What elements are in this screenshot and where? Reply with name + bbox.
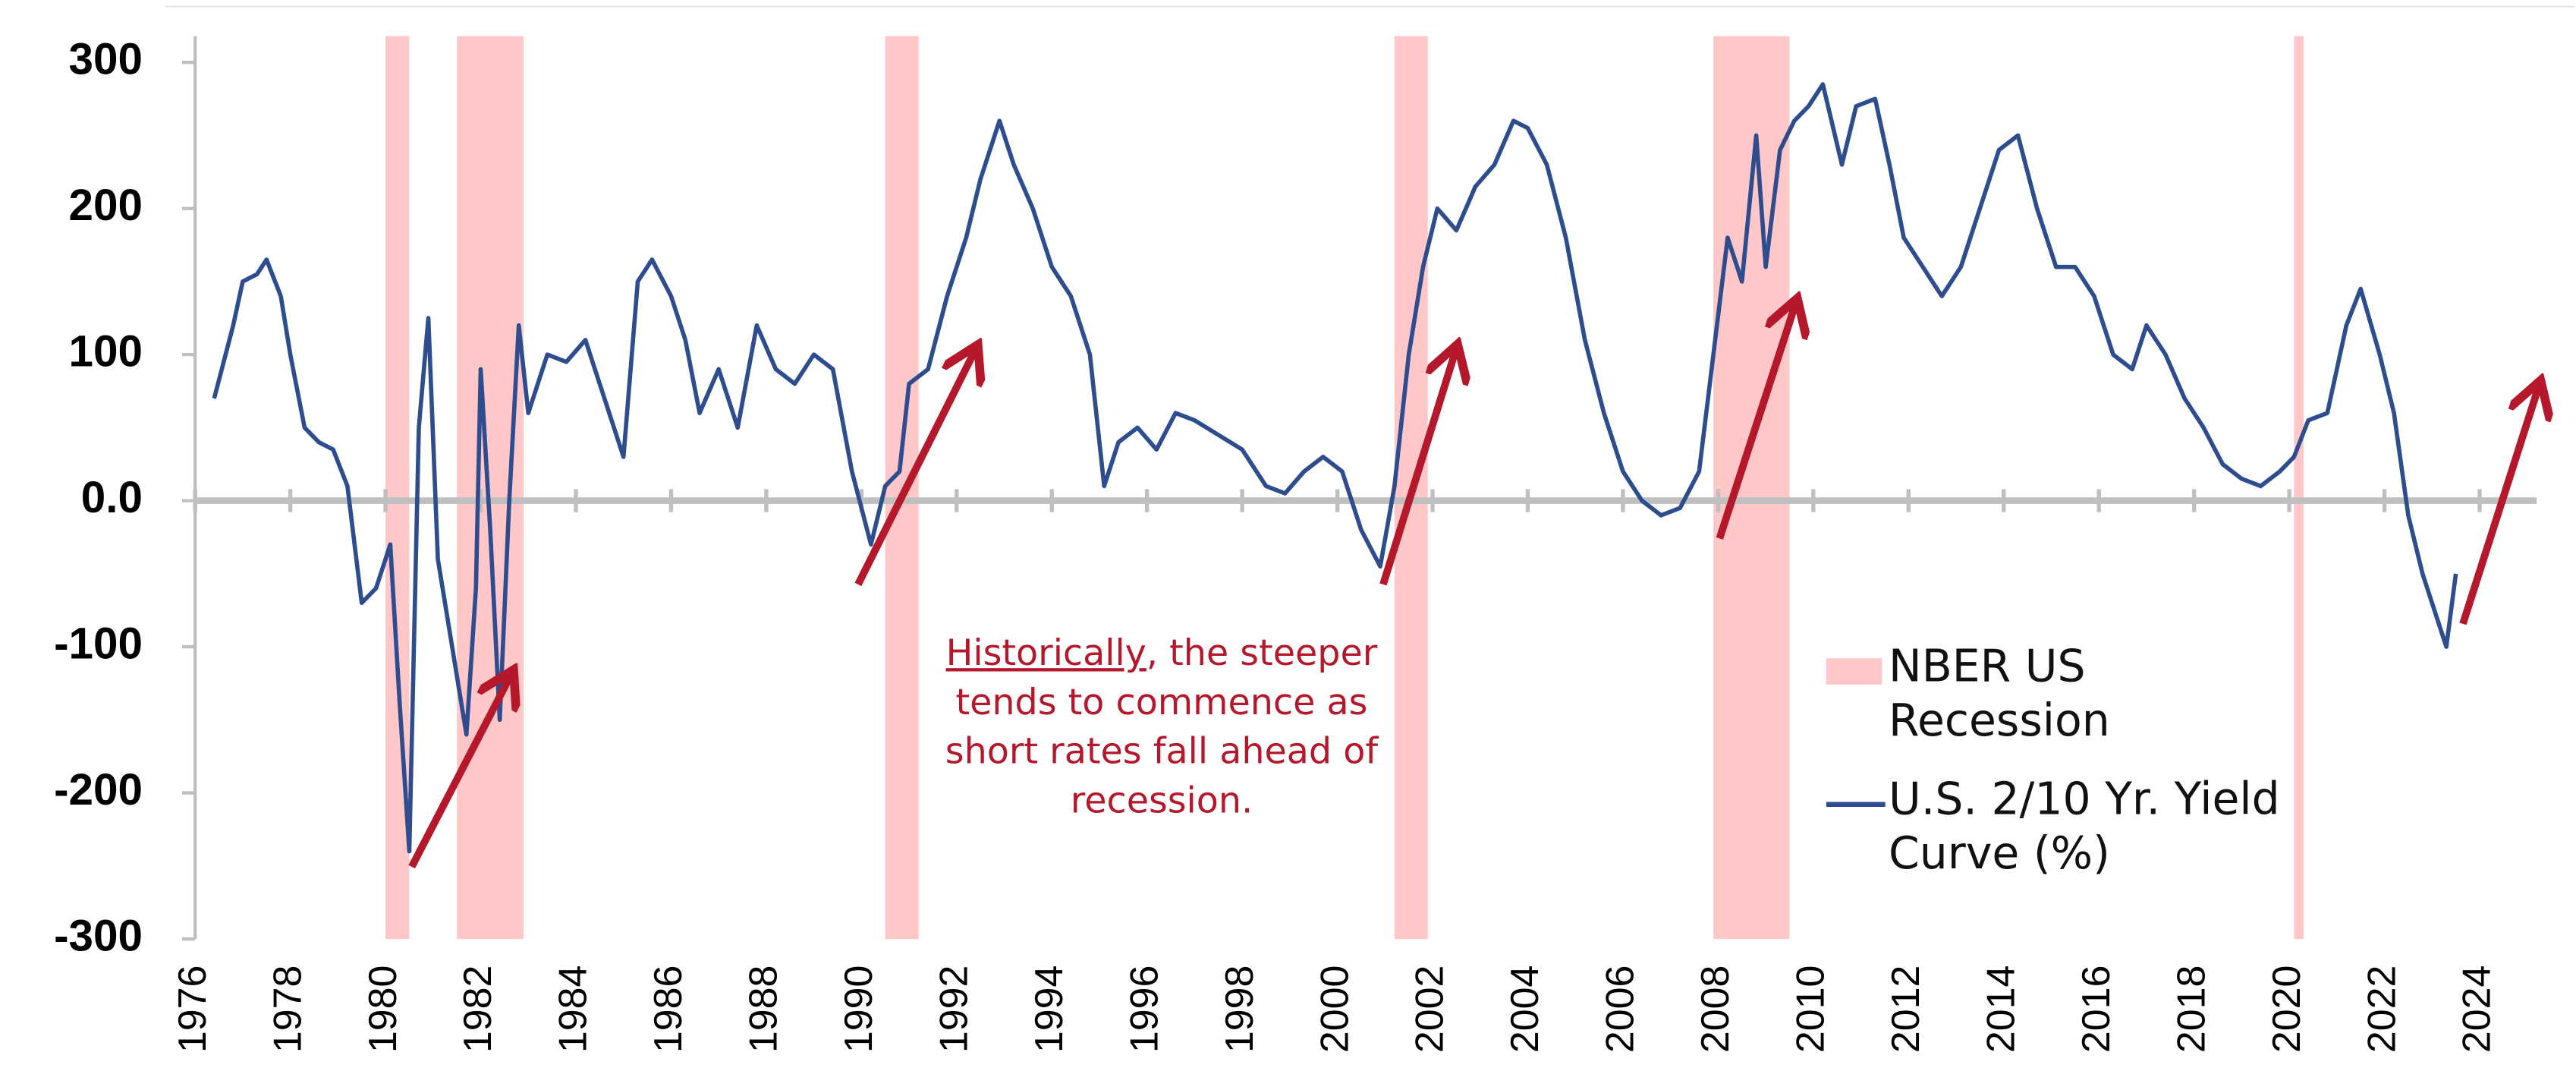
x-tick-label: 1980 <box>360 966 404 1053</box>
y-tick-label: -300 <box>54 911 143 960</box>
x-tick-label: 2024 <box>2455 966 2499 1053</box>
y-tick-label: -100 <box>54 619 143 669</box>
x-tick-label: 1996 <box>1121 966 1165 1053</box>
x-tick-label: 1992 <box>931 966 975 1053</box>
x-tick-label: 2018 <box>2169 966 2213 1053</box>
x-tick-label: 2020 <box>2264 966 2308 1053</box>
x-tick-label: 1998 <box>1217 966 1261 1053</box>
legend: NBER US Recession U.S. 2/10 Yr. Yield Cu… <box>1826 641 2280 881</box>
arrow <box>1379 351 1455 586</box>
y-tick-label: 0.0 <box>81 473 143 522</box>
series-lines <box>212 82 2458 854</box>
y-tick-label: -200 <box>54 765 143 814</box>
annotation: Historically, the steeper tends to comme… <box>940 630 1383 827</box>
legend-entry: U.S. 2/10 Yr. Yield Curve (%) <box>1889 774 2280 881</box>
arrow <box>854 351 975 587</box>
annotation-text: Historically, the steeper tends to comme… <box>940 630 1383 827</box>
annotation-underlined: Historically <box>945 633 1146 675</box>
x-tick-label: 2012 <box>1883 966 1927 1053</box>
y-tick-label: 200 <box>69 181 143 230</box>
recession-band <box>457 36 524 940</box>
recession-bands <box>385 36 2304 940</box>
x-tick-label: 1984 <box>551 966 595 1053</box>
arrow <box>408 676 511 869</box>
legend-label: U.S. 2/10 Yr. Yield Curve (%) <box>1889 774 2280 881</box>
legend-swatch <box>1826 658 1882 685</box>
x-tick-label: 2002 <box>1408 966 1452 1053</box>
x-tick-label: 1986 <box>646 966 690 1053</box>
arrows <box>408 305 2539 869</box>
series-line <box>212 82 2458 854</box>
x-tick-label: 2010 <box>1788 966 1832 1053</box>
x-tick-label: 2006 <box>1598 966 1642 1053</box>
annotation-body: , the steeper tends to commence as short… <box>945 633 1379 823</box>
legend-entry: NBER US Recession <box>1889 641 2110 748</box>
recession-band <box>2294 36 2304 940</box>
y-tick-label: 100 <box>69 327 143 376</box>
x-tick-label: 1978 <box>265 966 309 1053</box>
x-tick-label: 1982 <box>455 966 499 1053</box>
arrow <box>2459 387 2538 625</box>
x-tick-label: 1990 <box>836 966 880 1053</box>
legend-label: NBER US Recession <box>1889 641 2110 748</box>
arrow <box>1716 305 1794 540</box>
x-tick-label: 2016 <box>2074 966 2118 1053</box>
x-tick-label: 2000 <box>1312 966 1356 1053</box>
axes: -300 -200 -100 0.0 100 200 300 1976 1978 1980 1982… <box>54 35 2537 1053</box>
x-tick-label: 2008 <box>1693 966 1737 1053</box>
y-tick-label: 300 <box>69 35 143 84</box>
x-tick-label: 1988 <box>741 966 785 1053</box>
x-tick-label: 2022 <box>2359 966 2403 1053</box>
x-tick-label: 2004 <box>1502 966 1546 1053</box>
x-tick-label: 1976 <box>170 966 214 1053</box>
recession-band <box>885 36 919 940</box>
x-tick-label: 1994 <box>1027 966 1071 1053</box>
x-tick-label: 2014 <box>1978 966 2022 1053</box>
